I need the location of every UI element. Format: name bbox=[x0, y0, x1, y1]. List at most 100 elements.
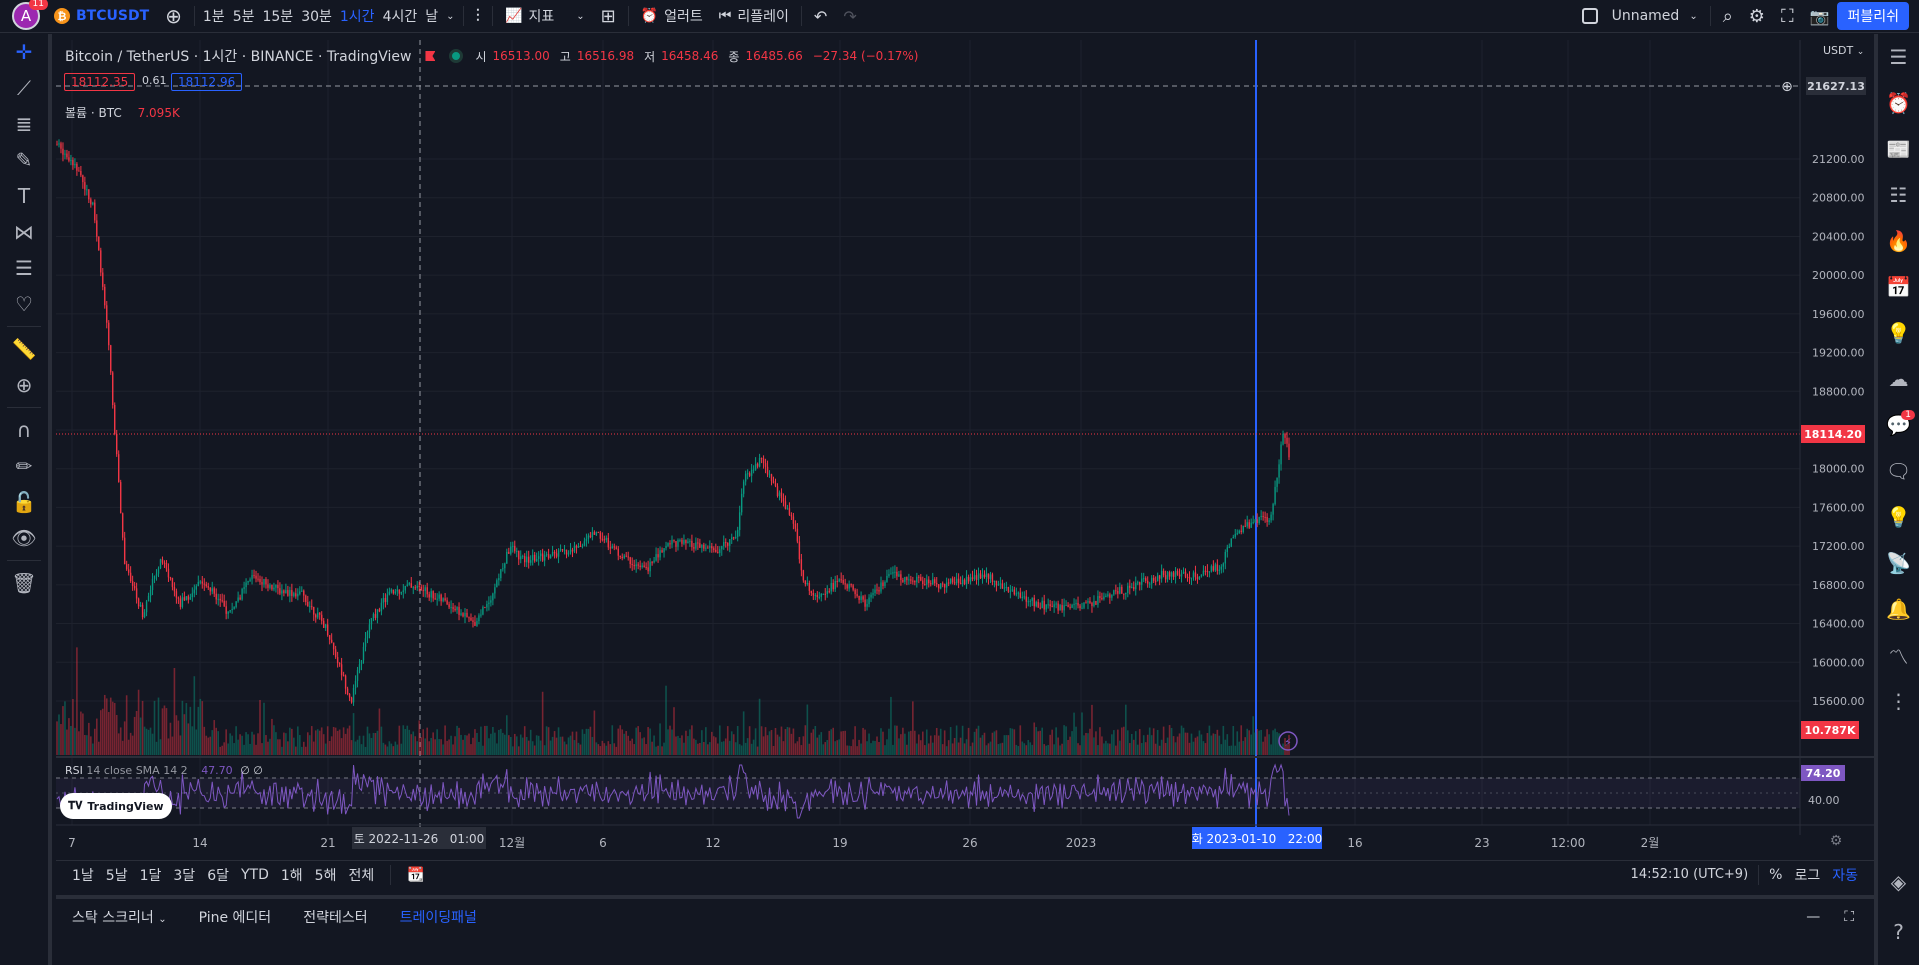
range-5y[interactable]: 5해 bbox=[314, 867, 337, 884]
dom-icon[interactable]: ⋮ bbox=[1888, 689, 1909, 713]
candle-body bbox=[786, 508, 789, 510]
volume-bar bbox=[840, 731, 842, 755]
templates-grid-icon[interactable]: ⊞ bbox=[600, 5, 616, 27]
maximize-icon[interactable]: ⛶ bbox=[1844, 909, 1854, 925]
volume-bar bbox=[993, 731, 996, 755]
layout-button[interactable]: Unnamed ⌄ bbox=[1574, 0, 1706, 33]
ask-price-button[interactable]: 18112.96 bbox=[171, 73, 243, 91]
candle-body bbox=[932, 579, 934, 585]
calendar-icon[interactable]: 📅 bbox=[1886, 275, 1911, 299]
interval-30m[interactable]: 30분 bbox=[301, 9, 332, 25]
cloud-icon[interactable]: ☁ bbox=[1888, 367, 1909, 391]
interval-15m[interactable]: 15분 bbox=[262, 9, 294, 25]
candle-style-icon[interactable]: ⫶ bbox=[475, 5, 481, 27]
prediction-icon[interactable]: ☰ bbox=[15, 256, 33, 280]
ideas-stream-icon[interactable]: 💡 bbox=[1886, 505, 1911, 529]
trash-icon[interactable]: 🗑 bbox=[11, 571, 37, 595]
range-1y[interactable]: 1해 bbox=[280, 867, 303, 884]
magnet-icon[interactable]: ∩ bbox=[16, 418, 32, 442]
heart-icon[interactable]: ♡ bbox=[15, 292, 33, 316]
volume-bar bbox=[565, 744, 568, 755]
volume-bar bbox=[259, 699, 261, 755]
range-1d[interactable]: 1날 bbox=[72, 867, 94, 884]
interval-4h[interactable]: 4시간 bbox=[382, 9, 418, 25]
tab-stock-screener[interactable]: 스탁 스크리너 ⌄ bbox=[72, 910, 167, 926]
candle-body bbox=[641, 565, 643, 568]
range-6m[interactable]: 6달 bbox=[207, 867, 229, 884]
trend-line-icon[interactable]: ⟋ bbox=[17, 76, 31, 100]
compare-add-icon[interactable]: ⊕ bbox=[165, 4, 182, 28]
crosshair-icon[interactable]: ✛ bbox=[15, 40, 33, 64]
bid-price-button[interactable]: 18112.35 bbox=[64, 73, 136, 91]
tab-trading-panel[interactable]: 트레이딩패널 bbox=[399, 910, 477, 926]
chat-icon[interactable]: 💬 1 bbox=[1878, 402, 1919, 448]
broadcast-icon[interactable]: 📡 bbox=[1886, 551, 1911, 575]
candle-body bbox=[171, 577, 174, 587]
volume-bar bbox=[969, 746, 972, 755]
candle-body bbox=[1152, 577, 1155, 581]
watchlist-icon[interactable]: ☰ bbox=[1889, 45, 1908, 69]
interval-1m[interactable]: 1분 bbox=[202, 9, 225, 25]
indicators-button[interactable]: 📈 지표 ⌄ bbox=[505, 8, 585, 25]
interval-1h[interactable]: 1시간 bbox=[339, 9, 375, 25]
undo-icon[interactable]: ↶ bbox=[813, 6, 828, 26]
search-icon[interactable]: ⌕ bbox=[1722, 5, 1733, 27]
range-ytd[interactable]: YTD bbox=[240, 866, 269, 883]
bell-icon[interactable]: 🔔 bbox=[1886, 597, 1911, 621]
currency-selector[interactable]: USDT ⌄ bbox=[1823, 44, 1865, 57]
lock-drawing-icon[interactable]: ✏ bbox=[15, 454, 33, 478]
clock-label[interactable]: 14:52:10 (UTC+9) bbox=[1630, 867, 1749, 882]
ruler-icon[interactable]: 📏 bbox=[11, 337, 37, 361]
list-add-icon[interactable]: ☷ bbox=[1889, 183, 1908, 207]
messages-icon[interactable]: 🗨 bbox=[1885, 459, 1912, 483]
redo-icon[interactable]: ↷ bbox=[843, 6, 857, 26]
goto-date-calendar-icon[interactable]: 📆 bbox=[407, 866, 425, 883]
camera-icon[interactable]: 📷 bbox=[1809, 6, 1830, 26]
symbol-search-button[interactable]: ₿ BTCUSDT bbox=[46, 0, 157, 33]
interval-dropdown-chevron-icon[interactable]: ⌄ bbox=[446, 10, 455, 22]
text-icon[interactable]: T bbox=[17, 184, 31, 208]
range-all[interactable]: 전체 bbox=[348, 867, 375, 884]
fullscreen-icon[interactable]: ⛶ bbox=[1780, 5, 1794, 27]
range-1m[interactable]: 1달 bbox=[139, 867, 162, 884]
help-icon[interactable]: ? bbox=[1893, 920, 1904, 944]
user-avatar[interactable]: A 11 bbox=[12, 0, 48, 30]
tab-pine-editor[interactable]: Pine 에디터 bbox=[198, 910, 272, 926]
volume-bar bbox=[898, 738, 900, 755]
news-icon[interactable]: 📰 bbox=[1886, 137, 1911, 161]
candle-body bbox=[279, 588, 281, 594]
zoom-in-icon[interactable]: ⊕ bbox=[15, 373, 33, 397]
minimize-icon[interactable]: — bbox=[1806, 909, 1821, 925]
lock-icon[interactable]: 🔓 bbox=[11, 490, 37, 514]
tradingview-watermark: 𝐓𝐕 TradingView bbox=[60, 793, 172, 819]
fire-icon[interactable]: 🔥 bbox=[1886, 229, 1911, 253]
eye-icon[interactable]: 👁 bbox=[11, 526, 37, 550]
symbol-title[interactable]: Bitcoin / TetherUS · 1시간 · BINANCE · Tra… bbox=[65, 49, 412, 65]
pattern-icon[interactable]: ⋈ bbox=[14, 220, 34, 244]
auto-toggle[interactable]: 자동 bbox=[1832, 867, 1858, 884]
lightbulb-icon[interactable]: 💡 bbox=[1886, 321, 1911, 345]
candle-body bbox=[287, 590, 289, 596]
interval-1d[interactable]: 날 bbox=[425, 9, 439, 25]
last-price-box bbox=[1801, 425, 1865, 443]
brush-icon[interactable]: ✎ bbox=[15, 148, 33, 172]
publish-button[interactable]: 퍼블리쉬 bbox=[1837, 2, 1909, 30]
range-5d[interactable]: 5날 bbox=[105, 867, 128, 884]
alert-button[interactable]: ⏰ 얼러트 bbox=[640, 8, 703, 25]
percent-toggle[interactable]: % bbox=[1769, 866, 1783, 883]
candle-body bbox=[820, 593, 822, 597]
layers-icon[interactable]: ◈ bbox=[1890, 870, 1907, 894]
trading-chart-icon[interactable]: 〽 bbox=[1888, 644, 1909, 669]
tab-strategy-tester[interactable]: 전략테스터 bbox=[303, 910, 368, 926]
range-3m[interactable]: 3달 bbox=[173, 867, 196, 884]
volume-bar bbox=[937, 735, 940, 755]
gear-icon[interactable]: ⚙ bbox=[1748, 5, 1765, 27]
candle-body bbox=[537, 556, 540, 559]
interval-5m[interactable]: 5분 bbox=[232, 9, 255, 25]
log-toggle[interactable]: 로그 bbox=[1794, 867, 1821, 884]
flag-icon[interactable] bbox=[425, 51, 436, 61]
fib-retracement-icon[interactable]: ≣ bbox=[15, 112, 33, 136]
alarm-clock-icon[interactable]: ⏰ bbox=[1886, 91, 1911, 115]
replay-button[interactable]: ⏮ 리플레이 bbox=[718, 8, 789, 25]
